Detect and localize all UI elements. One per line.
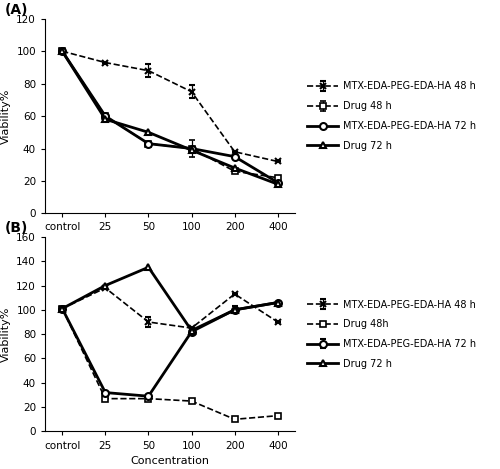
Legend: MTX-EDA-PEG-EDA-HA 48 h, Drug 48h, MTX-EDA-PEG-EDA-HA 72 h, Drug 72 h: MTX-EDA-PEG-EDA-HA 48 h, Drug 48h, MTX-E… <box>308 300 476 369</box>
X-axis label: Concentration: Concentration <box>130 456 210 466</box>
Text: (A): (A) <box>5 3 28 17</box>
Text: (B): (B) <box>5 221 28 235</box>
Y-axis label: Viability%: Viability% <box>0 306 10 362</box>
X-axis label: Concentration: Concentration <box>130 238 210 248</box>
Y-axis label: Viability%: Viability% <box>0 88 10 144</box>
Legend: MTX-EDA-PEG-EDA-HA 48 h, Drug 48 h, MTX-EDA-PEG-EDA-HA 72 h, Drug 72 h: MTX-EDA-PEG-EDA-HA 48 h, Drug 48 h, MTX-… <box>308 82 476 151</box>
